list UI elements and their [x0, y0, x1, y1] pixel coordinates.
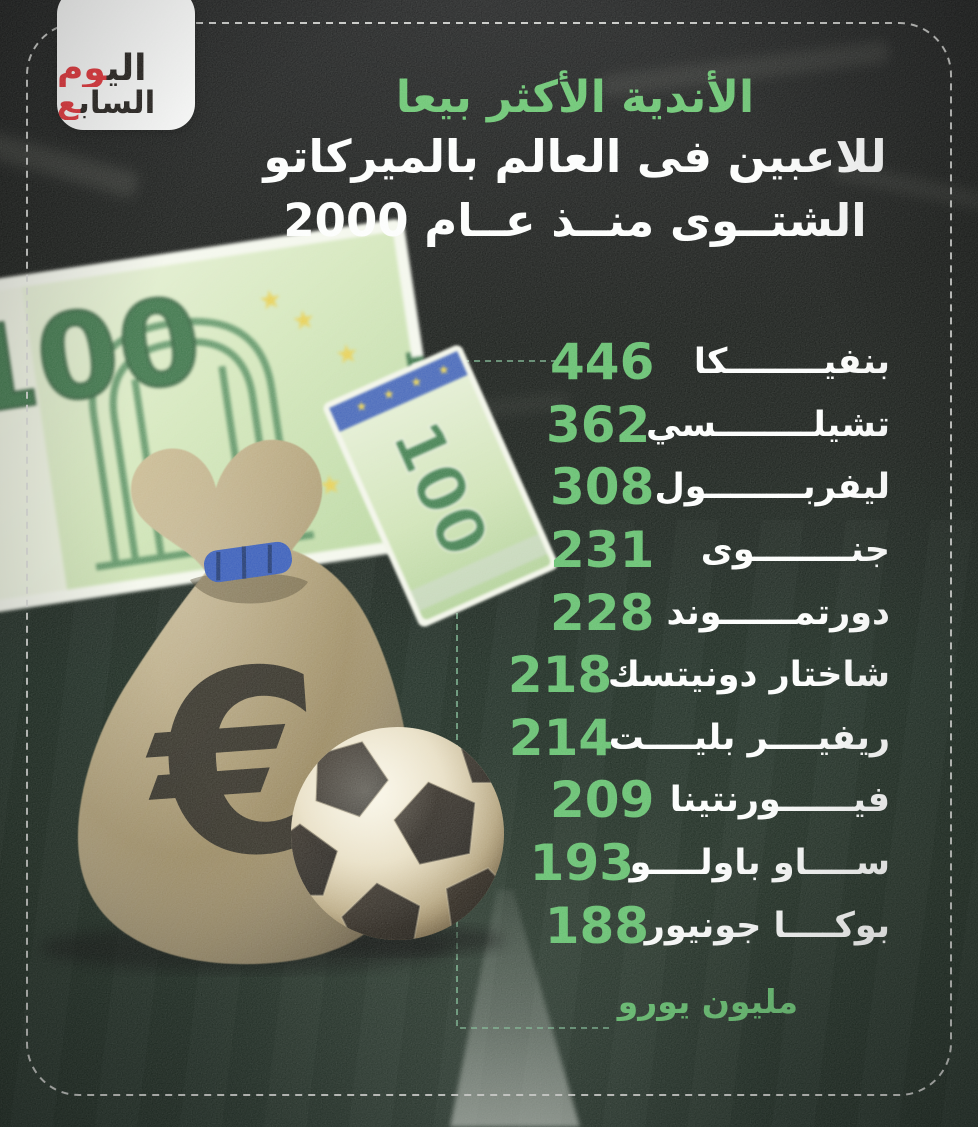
club-row: تشيلــــــــسي 362: [546, 394, 890, 457]
svg-text:★: ★: [290, 304, 317, 337]
club-name: ســــاو باولــــو: [629, 843, 890, 884]
club-value: 362: [545, 395, 651, 454]
logo-text-line1: اليوم: [57, 47, 147, 89]
unit-label: مليون يورو: [617, 982, 798, 1021]
youm7-logo: اليوم السابع: [57, 0, 195, 130]
soccer-ball-illustration: [290, 726, 505, 941]
club-value: 228: [550, 583, 655, 642]
club-name: ليفربــــــــول: [654, 467, 890, 508]
title-line-white-2: الشتــوى منــذ عــام 2000: [283, 193, 867, 247]
club-name: تشيلــــــــسي: [645, 404, 890, 445]
club-name: ريفيــــر بليــــت: [608, 717, 890, 758]
club-name: دورتمــــــوند: [666, 592, 890, 633]
club-value: 193: [529, 834, 635, 893]
club-row: شاختار دونيتسك 218: [508, 644, 890, 707]
club-row: بنفيــــــــكا 446: [550, 331, 890, 394]
title-block: الأندية الأكثر بيعا للاعبين فى العالم با…: [205, 70, 945, 252]
club-value: 231: [550, 521, 655, 580]
club-name: جنــــــــوى: [700, 530, 890, 571]
club-name: فيــــــورنتينا: [669, 780, 890, 821]
club-row: جنــــــــوى 231: [550, 519, 890, 582]
club-name: شاختار دونيتسك: [607, 655, 890, 696]
svg-text:★: ★: [257, 284, 284, 317]
club-row: ليفربــــــــول 308: [550, 456, 890, 519]
club-value: 308: [550, 458, 655, 517]
club-row: ســــاو باولــــو 193: [530, 832, 890, 895]
title-line-green: الأندية الأكثر بيعا: [395, 72, 755, 123]
club-name: بنفيــــــــكا: [693, 342, 890, 383]
title-line-white-1: للاعبين فى العالم بالميركاتو: [263, 130, 887, 183]
club-row: دورتمــــــوند 228: [550, 581, 890, 644]
club-name: بوكــــا جونيور: [644, 905, 890, 946]
club-value: 214: [508, 708, 614, 767]
club-value: 209: [550, 771, 655, 830]
club-row: بوكــــا جونيور 188: [545, 894, 890, 957]
club-row: فيــــــورنتينا 209: [550, 769, 890, 832]
club-list: بنفيــــــــكا 446 تشيلــــــــسي 362 لي…: [508, 331, 890, 957]
svg-text:★: ★: [333, 338, 360, 371]
club-value: 446: [550, 333, 655, 392]
club-row: ريفيــــر بليــــت 214: [509, 707, 890, 770]
logo-text-line2: السابع: [57, 85, 156, 122]
club-value: 188: [544, 896, 650, 955]
club-value: 218: [507, 646, 613, 705]
